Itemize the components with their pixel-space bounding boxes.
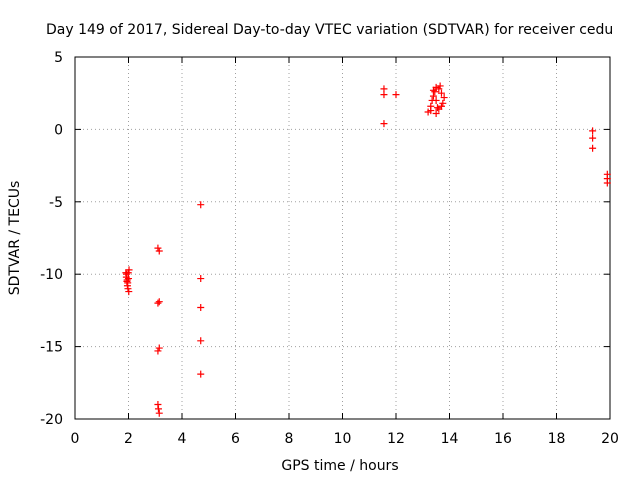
grid <box>75 57 610 419</box>
data-point <box>197 337 205 345</box>
data-point <box>125 288 133 296</box>
x-tick-label: 16 <box>494 431 512 447</box>
data-point <box>155 344 163 352</box>
data-point <box>437 102 445 110</box>
data-point <box>589 144 597 152</box>
x-tick-label: 14 <box>441 431 459 447</box>
x-tick-label: 10 <box>334 431 352 447</box>
y-tick-label: -5 <box>49 195 63 211</box>
y-tick-label: 5 <box>54 50 63 66</box>
x-tick-label: 2 <box>124 431 133 447</box>
data-point <box>154 299 162 307</box>
data-point <box>155 409 163 417</box>
x-tick-label: 4 <box>178 431 187 447</box>
axis-ticks: 0 2 4 6 8 10 12 14 16 18 20 5 0 -5 -10 -15 -20 <box>40 50 619 447</box>
y-tick-label: -15 <box>40 340 63 356</box>
data-point <box>603 179 611 187</box>
data-point <box>123 276 131 284</box>
data-point <box>432 109 440 117</box>
x-tick-label: 0 <box>71 431 80 447</box>
data-point <box>155 247 163 255</box>
data-point <box>589 127 597 135</box>
data-point <box>380 85 388 93</box>
data-point <box>124 269 132 277</box>
x-tick-label: 18 <box>548 431 566 447</box>
data-point <box>432 83 440 91</box>
x-tick-label: 20 <box>601 431 619 447</box>
chart-title: Day 149 of 2017, Sidereal Day-to-day VTE… <box>46 22 613 38</box>
data-point <box>436 82 444 90</box>
data-point <box>589 134 597 142</box>
data-point <box>380 120 388 128</box>
x-tick-label: 6 <box>231 431 240 447</box>
data-point <box>433 104 441 112</box>
y-tick-label: -10 <box>40 267 63 283</box>
data-point <box>154 405 162 413</box>
data-point <box>197 201 205 209</box>
data-point <box>432 96 440 104</box>
data-point <box>431 88 439 96</box>
data-point <box>440 94 448 102</box>
data-point <box>437 89 445 97</box>
data-point <box>197 275 205 283</box>
y-tick-label: 0 <box>54 122 63 138</box>
y-tick-label: -20 <box>40 412 63 428</box>
y-axis-label: SDTVAR / TECUs <box>7 181 23 296</box>
data-point <box>427 107 435 115</box>
data-point <box>155 298 163 306</box>
x-tick-label: 8 <box>285 431 294 447</box>
data-points <box>122 82 611 417</box>
x-tick-label: 12 <box>387 431 405 447</box>
data-point <box>392 91 400 99</box>
data-point <box>197 304 205 312</box>
x-axis-label: GPS time / hours <box>281 458 398 474</box>
data-point <box>197 370 205 378</box>
